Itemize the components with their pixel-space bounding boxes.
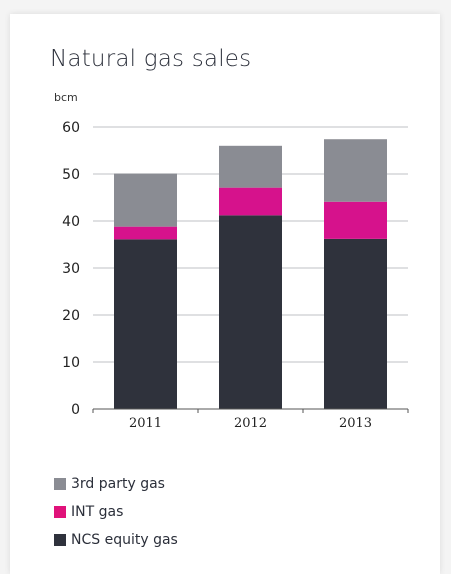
bar-ncs-equity-gas-2012 [219, 215, 282, 409]
y-tick-label: 30 [62, 261, 80, 277]
y-tick-label: 20 [62, 308, 80, 324]
x-tick-labels: 2011 2012 2013 [129, 416, 372, 431]
chart-title: Natural gas sales [50, 46, 252, 72]
legend: 3rd party gas INT gas NCS equity gas [54, 470, 178, 554]
legend-label: INT gas [71, 504, 124, 520]
bar-3rd-party-gas-2011 [114, 173, 177, 227]
legend-label: NCS equity gas [71, 532, 178, 548]
bar-ncs-equity-gas-2013 [324, 238, 387, 409]
legend-label: 3rd party gas [71, 476, 165, 492]
y-tick-labels: 0 10 20 30 40 50 60 [62, 120, 80, 418]
bar-3rd-party-gas-2013 [324, 139, 387, 202]
legend-item: INT gas [54, 498, 178, 526]
legend-swatch [54, 506, 66, 518]
y-tick-label: 10 [62, 355, 80, 371]
bar-ncs-equity-gas-2011 [114, 239, 177, 409]
legend-swatch [54, 478, 66, 490]
legend-swatch [54, 534, 66, 546]
y-tick-label: 40 [62, 214, 80, 230]
x-tick-label: 2011 [129, 416, 162, 431]
bar-int-gas-2013 [324, 201, 387, 239]
bar-int-gas-2012 [219, 187, 282, 216]
bar-int-gas-2011 [114, 226, 177, 240]
x-tick-label: 2012 [234, 416, 267, 431]
y-tick-label: 0 [71, 402, 80, 418]
bars [114, 139, 387, 409]
bar-3rd-party-gas-2012 [219, 145, 282, 188]
y-tick-label: 60 [62, 120, 80, 136]
legend-item: NCS equity gas [54, 526, 178, 554]
x-axis [92, 408, 409, 413]
y-axis-unit: bcm [54, 91, 78, 104]
y-tick-label: 50 [62, 167, 80, 183]
legend-item: 3rd party gas [54, 470, 178, 498]
x-tick-label: 2013 [339, 416, 372, 431]
